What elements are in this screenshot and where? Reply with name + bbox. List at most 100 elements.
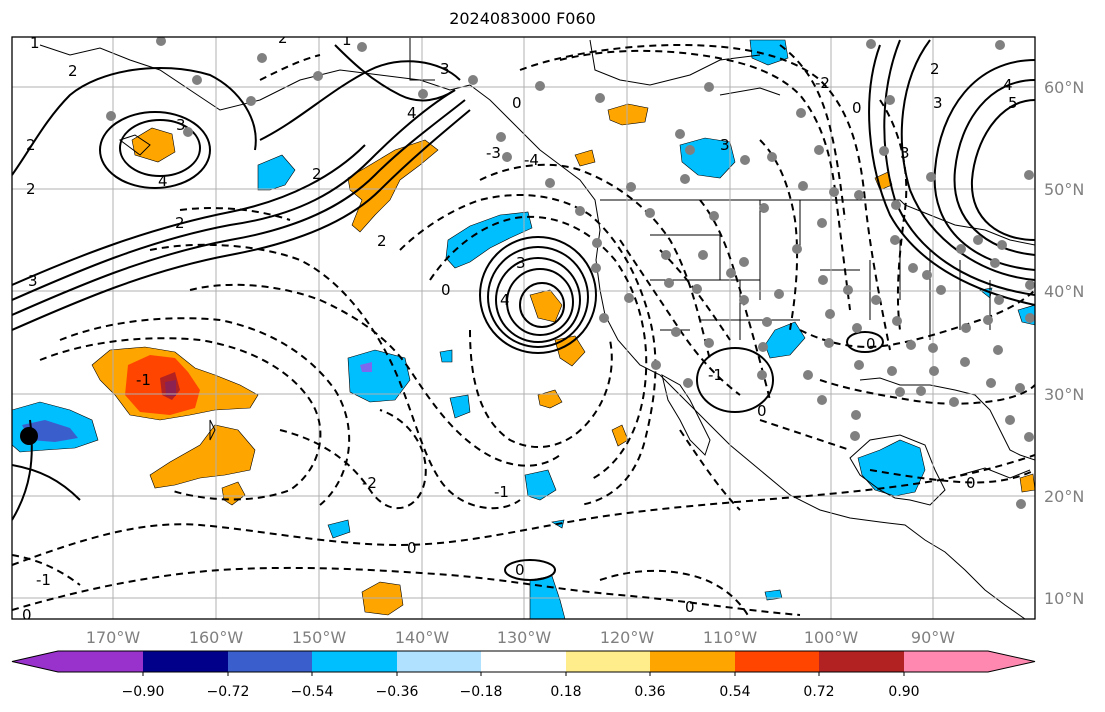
positive-contours — [12, 39, 1035, 581]
colorbar-tick: 0.36 — [634, 684, 665, 700]
contour-label: 4 — [1003, 76, 1013, 94]
contour-label: 0 — [966, 474, 976, 492]
shade-positive — [347, 139, 439, 233]
lat-label: 60°N — [1044, 78, 1084, 97]
contour-label: 0 — [866, 335, 876, 353]
colorbar-segment — [566, 651, 650, 672]
contour-label: 4 — [407, 104, 417, 122]
contour-label: 3 — [440, 60, 450, 78]
contour-label: 3 — [516, 254, 526, 272]
contour-label: -4 — [524, 151, 539, 169]
shade-negative — [439, 349, 453, 363]
contour-label: 0 — [512, 94, 522, 112]
contour-label: 2 — [377, 232, 387, 250]
colorbar-segment — [228, 651, 312, 672]
lon-label: 110°W — [703, 628, 758, 647]
contour-label: 0 — [22, 606, 32, 624]
lon-label: 160°W — [189, 628, 244, 647]
shade-positive — [554, 335, 586, 367]
lat-label: 50°N — [1044, 180, 1084, 199]
contour-label: 0 — [407, 539, 417, 557]
contour-label: 5 — [1008, 94, 1018, 112]
shaded-anomalies — [12, 39, 1035, 619]
shade-negative — [449, 394, 471, 419]
shade-positive — [149, 424, 256, 489]
colorbar-segment — [481, 651, 566, 672]
colorbar-segment — [58, 651, 143, 672]
contour-label: 3 — [933, 94, 943, 112]
contour-label: 2 — [26, 180, 36, 198]
shade-negative — [857, 439, 926, 497]
lat-label: 40°N — [1044, 282, 1084, 301]
lon-label: 100°W — [804, 628, 859, 647]
contour-label: -2 — [815, 74, 830, 92]
colorbar-tick: 0.90 — [888, 684, 919, 700]
map-title: 2024083000 F060 — [449, 9, 596, 28]
latitude-labels: 60°N 50°N 40°N 30°N 20°N 10°N — [1044, 78, 1084, 608]
contour-label: 2 — [312, 165, 322, 183]
contour-labels: 1 2 3 4 2 2 2 1 4 3 2 2 3 2 3 4 3 2 3 4 … — [22, 29, 1018, 624]
contour-label: -1 — [136, 371, 151, 389]
contour-label: 2 — [68, 62, 78, 80]
shade-positive — [607, 103, 649, 126]
lon-label: 120°W — [600, 628, 655, 647]
colorbar-tick: −0.36 — [376, 684, 419, 700]
contour-label: 2 — [278, 29, 288, 47]
contour-label: 0 — [685, 598, 695, 616]
lat-label: 10°N — [1044, 589, 1084, 608]
colorbar-segment — [904, 651, 988, 672]
colorbar-segment — [650, 651, 735, 672]
shade-negative — [524, 469, 557, 501]
colorbar-extend-min — [12, 651, 58, 672]
lon-label: 90°W — [911, 628, 955, 647]
lat-label: 20°N — [1044, 487, 1084, 506]
highlight-station — [20, 427, 38, 445]
shade-negative — [327, 519, 351, 539]
gridlines — [12, 37, 1035, 619]
contour-label: -1 — [494, 483, 509, 501]
contour-label: -1 — [708, 366, 723, 384]
colorbar-tick: −0.90 — [122, 684, 165, 700]
contour-label: -1 — [36, 571, 51, 589]
colorbar-tick: −0.72 — [207, 684, 250, 700]
lat-label: 30°N — [1044, 385, 1084, 404]
shade-positive — [131, 127, 176, 163]
colorbar-segment — [397, 651, 481, 672]
contour-label: 4 — [158, 172, 168, 190]
colorbar-tick: −0.18 — [460, 684, 503, 700]
contour-label: 1 — [342, 31, 352, 49]
contour-label: 2 — [175, 214, 185, 232]
contour-label: 3 — [28, 272, 38, 290]
colorbar-tick: 0.18 — [550, 684, 581, 700]
contour-label: -2 — [362, 474, 377, 492]
shade-negative — [445, 211, 533, 269]
shade-positive — [574, 149, 596, 167]
colorbar-outline — [11, 650, 1036, 673]
contour-label: 0 — [441, 281, 451, 299]
lon-label: 170°W — [86, 628, 141, 647]
contour-label: 3 — [720, 136, 730, 154]
colorbar-tick: 0.72 — [803, 684, 834, 700]
lon-label: 150°W — [292, 628, 347, 647]
map-border — [11, 36, 1036, 620]
shade-negative — [257, 154, 296, 191]
coastlines — [39, 38, 1035, 619]
shade-dark-positive — [165, 380, 176, 396]
contour-label: 3 — [900, 144, 910, 162]
colorbar-segment — [819, 651, 904, 672]
lon-label: 140°W — [395, 628, 450, 647]
longitude-labels: 170°W 160°W 150°W 140°W 130°W 120°W 110°… — [86, 628, 955, 647]
lon-label: 130°W — [497, 628, 552, 647]
station-dots — [106, 37, 1035, 509]
contour-label: 0 — [515, 561, 525, 579]
contour-label: 4 — [500, 291, 510, 309]
colorbar-tick: 0.54 — [719, 684, 750, 700]
contour-label: 0 — [852, 99, 862, 117]
contour-label: 3 — [176, 116, 186, 134]
contour-label: -3 — [486, 144, 501, 162]
colorbar-segment — [143, 651, 228, 672]
contour-label: 2 — [930, 60, 940, 78]
contour-label: 1 — [30, 34, 40, 52]
colorbar-extend-max — [988, 651, 1035, 672]
